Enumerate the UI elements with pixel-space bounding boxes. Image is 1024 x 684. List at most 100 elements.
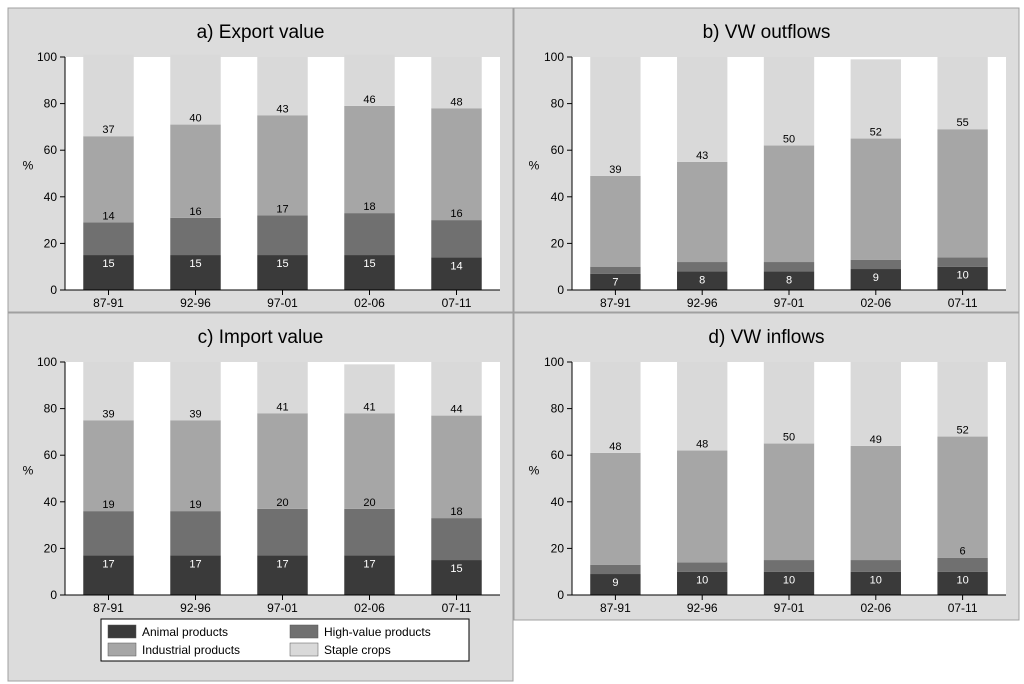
- data-label-industrial: 48: [450, 96, 462, 108]
- data-label-animal: 17: [363, 558, 375, 570]
- data-label-animal: 15: [189, 258, 201, 270]
- data-label-highvalue: 18: [363, 201, 375, 213]
- data-label-animal: 17: [189, 558, 201, 570]
- data-label-industrial: 50: [783, 134, 795, 146]
- bar-segment-animal: [170, 555, 221, 595]
- y-tick-label: 60: [44, 143, 58, 157]
- bar-segment-animal: [83, 555, 134, 595]
- chart-panel-1: a) Export value% 0 20 40 60 80 100 15 14 37 87-91 1…: [7, 7, 514, 313]
- legend-label-staple: Staple crops: [324, 643, 391, 657]
- x-tick-label: 87-91: [93, 601, 124, 615]
- bar-segment-staple: [170, 362, 221, 421]
- bar-segment-animal: [431, 560, 482, 595]
- data-label-animal: 15: [102, 258, 114, 270]
- data-label-animal: 10: [870, 575, 882, 587]
- chart-panel-2: b) VW outflows% 0 20 40 60 80 100 7 39 87-91 8 43 92…: [513, 7, 1020, 313]
- bar-segment-industrial: [431, 108, 482, 221]
- bar-segment-highvalue: [763, 262, 815, 272]
- data-label-animal: 10: [956, 270, 968, 282]
- chart-panels: a) Export value%02040608010015143787-911…: [7, 7, 1020, 682]
- bar-segment-staple: [170, 54, 221, 125]
- data-label-highvalue: 16: [189, 206, 201, 218]
- data-label-animal: 15: [363, 258, 375, 270]
- chart-title: d) VW inflows: [708, 327, 824, 348]
- bar-segment-staple: [590, 362, 641, 453]
- chart-title: a) Export value: [197, 22, 325, 43]
- data-label-animal: 10: [696, 575, 708, 587]
- legend-swatch-animal: [107, 624, 137, 639]
- bar-segment-animal: [677, 271, 728, 290]
- y-axis-label: %: [529, 159, 540, 173]
- bar-segment-highvalue: [431, 518, 482, 561]
- y-tick-label: 20: [44, 236, 58, 250]
- data-label-animal: 15: [276, 258, 288, 270]
- chart-panel-4: d) VW inflows% 0 20 40 60 80 100 9 48 87-91 10 48 92…: [513, 312, 1020, 621]
- y-tick-label: 80: [551, 97, 565, 111]
- bar-segment-highvalue: [937, 557, 988, 572]
- x-tick-label: 07-11: [442, 601, 472, 615]
- y-tick-label: 100: [544, 355, 564, 369]
- chart-panel-3: c) Import value% 0 20 40 60 80 100 17 19 39 87-91 1…: [7, 312, 514, 682]
- y-tick-label: 40: [44, 495, 58, 509]
- y-tick-label: 40: [44, 190, 58, 204]
- legend: Animal products High-value products Indust…: [100, 618, 470, 662]
- y-tick-label: 100: [37, 50, 57, 64]
- x-tick-label: 92-96: [180, 296, 211, 310]
- data-label-animal: 8: [699, 274, 705, 286]
- y-tick-label: 20: [44, 541, 58, 555]
- bar-segment-industrial: [590, 452, 641, 565]
- bar-segment-staple: [431, 57, 482, 109]
- bar-segment-industrial: [937, 129, 988, 258]
- y-tick-label: 100: [544, 50, 564, 64]
- x-tick-label: 07-11: [442, 296, 472, 310]
- y-axis-label: %: [529, 464, 540, 478]
- y-tick-label: 0: [50, 588, 57, 602]
- bar-segment-staple: [677, 57, 728, 162]
- bar-segment-highvalue: [83, 222, 134, 256]
- data-label-highvalue: 14: [102, 210, 114, 222]
- chart-title: c) Import value: [198, 327, 324, 348]
- data-label-animal: 17: [102, 558, 114, 570]
- x-tick-label: 97-01: [774, 296, 805, 310]
- bar-segment-highvalue: [170, 511, 221, 556]
- x-tick-label: 02-06: [354, 296, 385, 310]
- bar-segment-staple: [677, 362, 728, 451]
- data-label-industrial: 44: [450, 404, 462, 416]
- data-label-animal: 9: [873, 272, 879, 284]
- data-label-industrial: 40: [189, 113, 201, 125]
- x-tick-label: 92-96: [180, 601, 211, 615]
- bar-segment-staple: [83, 362, 134, 421]
- bar-segment-animal: [763, 571, 815, 595]
- bar-segment-animal: [344, 555, 395, 595]
- x-tick-label: 02-06: [860, 601, 891, 615]
- data-label-animal: 10: [956, 575, 968, 587]
- bar-segment-industrial: [257, 115, 308, 216]
- data-label-animal: 14: [450, 260, 462, 272]
- data-label-animal: 7: [612, 277, 618, 289]
- data-label-highvalue: 19: [189, 499, 201, 511]
- y-tick-label: 80: [551, 402, 565, 416]
- legend-swatch-staple: [289, 642, 319, 657]
- bar-segment-industrial: [937, 436, 988, 558]
- bar-segment-animal: [590, 273, 641, 290]
- bar-segment-staple: [83, 54, 134, 137]
- bar-segment-industrial: [763, 443, 815, 561]
- bar-segment-staple: [344, 364, 395, 414]
- bar-segment-highvalue: [590, 564, 641, 575]
- bar-segment-industrial: [170, 420, 221, 512]
- x-tick-label: 02-06: [860, 296, 891, 310]
- x-tick-label: 07-11: [948, 296, 978, 310]
- y-tick-label: 0: [557, 588, 564, 602]
- data-label-highvalue: 19: [102, 499, 114, 511]
- bar-segment-industrial: [677, 161, 728, 263]
- chart-title: b) VW outflows: [703, 22, 831, 43]
- bar-segment-industrial: [344, 413, 395, 509]
- bar-segment-animal: [257, 555, 308, 595]
- bar-segment-staple: [763, 57, 815, 146]
- data-label-industrial: 46: [363, 94, 375, 106]
- y-tick-label: 60: [551, 448, 565, 462]
- legend-label-highvalue: High-value products: [324, 625, 431, 639]
- bar-segment-industrial: [257, 413, 308, 509]
- x-tick-label: 87-91: [93, 296, 124, 310]
- bar-segment-industrial: [83, 420, 134, 512]
